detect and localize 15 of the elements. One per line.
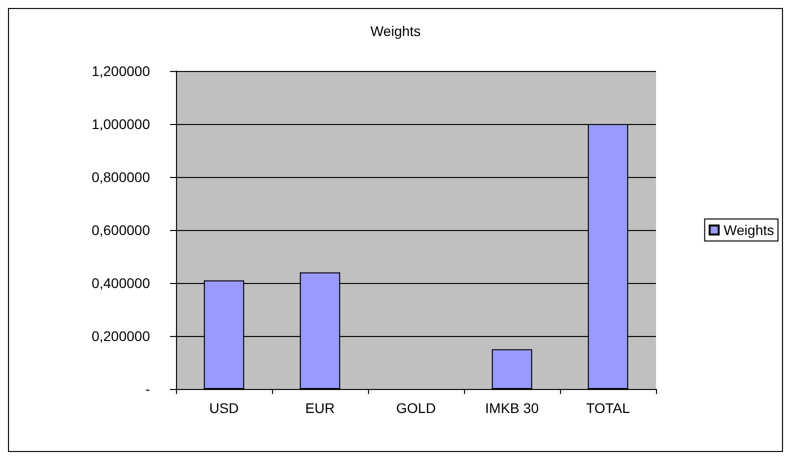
- y-tick-label: 0,200000: [92, 328, 150, 344]
- y-tick-label: 0,400000: [92, 275, 150, 291]
- x-tick-label: IMKB 30: [485, 400, 540, 416]
- bar: [492, 349, 532, 389]
- x-tick-label: EUR: [305, 400, 335, 416]
- y-tick-label: 1,000000: [92, 116, 150, 132]
- legend-label: Weights: [724, 222, 774, 238]
- y-tick-label: -: [145, 381, 150, 397]
- x-tick-label: USD: [209, 400, 239, 416]
- x-tick-label: TOTAL: [586, 400, 630, 416]
- chart-title: Weights: [370, 23, 421, 39]
- x-tick-label: GOLD: [396, 400, 436, 416]
- y-tick-label: 1,200000: [92, 63, 150, 79]
- y-tick-label: 0,600000: [92, 222, 150, 238]
- y-tick-label: 0,800000: [92, 169, 150, 185]
